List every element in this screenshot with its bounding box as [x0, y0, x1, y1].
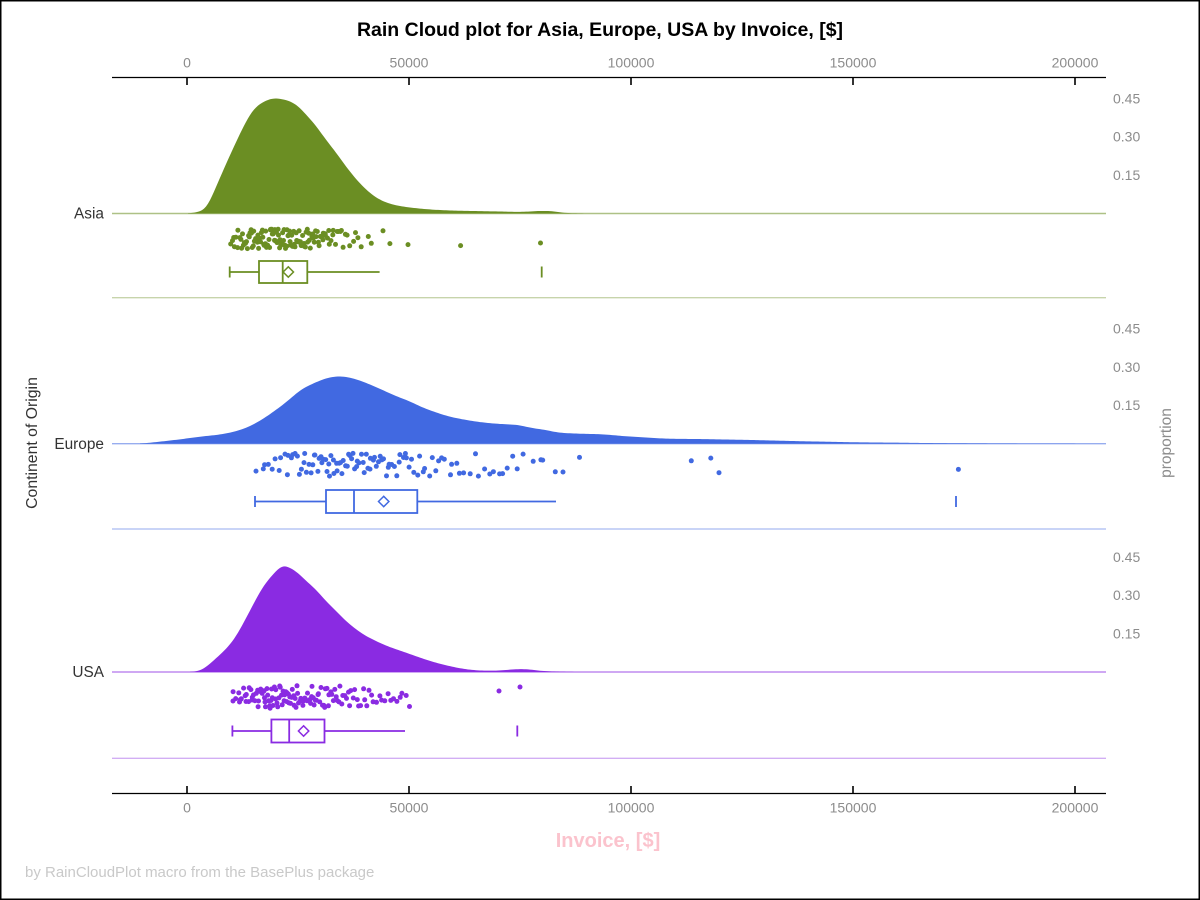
svg-text:Asia: Asia [74, 206, 104, 223]
svg-text:0: 0 [183, 800, 191, 816]
svg-text:proportion: proportion [1158, 408, 1175, 478]
svg-text:0.15: 0.15 [1113, 626, 1140, 642]
svg-text:200000: 200000 [1052, 800, 1099, 816]
svg-text:150000: 150000 [830, 800, 877, 816]
svg-text:100000: 100000 [608, 800, 655, 816]
svg-text:Invoice, [$]: Invoice, [$] [556, 830, 660, 852]
svg-text:0.15: 0.15 [1113, 167, 1140, 183]
svg-text:0.45: 0.45 [1113, 549, 1140, 565]
svg-text:USA: USA [72, 664, 104, 681]
svg-text:0.30: 0.30 [1113, 587, 1140, 603]
svg-text:0.45: 0.45 [1113, 321, 1140, 337]
svg-text:Europe: Europe [54, 436, 104, 453]
svg-text:150000: 150000 [830, 55, 877, 71]
svg-text:100000: 100000 [608, 55, 655, 71]
svg-text:200000: 200000 [1052, 55, 1099, 71]
svg-text:0: 0 [183, 55, 191, 71]
svg-text:Rain Cloud plot for Asia, Euro: Rain Cloud plot for Asia, Europe, USA by… [357, 19, 843, 41]
svg-text:0.30: 0.30 [1113, 359, 1140, 375]
svg-text:0.45: 0.45 [1113, 90, 1140, 106]
svg-text:by RainCloudPlot macro from th: by RainCloudPlot macro from the BasePlus… [25, 864, 374, 881]
svg-text:50000: 50000 [390, 800, 429, 816]
svg-text:0.30: 0.30 [1113, 129, 1140, 145]
svg-text:Continent of Origin: Continent of Origin [24, 377, 41, 509]
svg-text:50000: 50000 [390, 55, 429, 71]
svg-text:0.15: 0.15 [1113, 397, 1140, 413]
